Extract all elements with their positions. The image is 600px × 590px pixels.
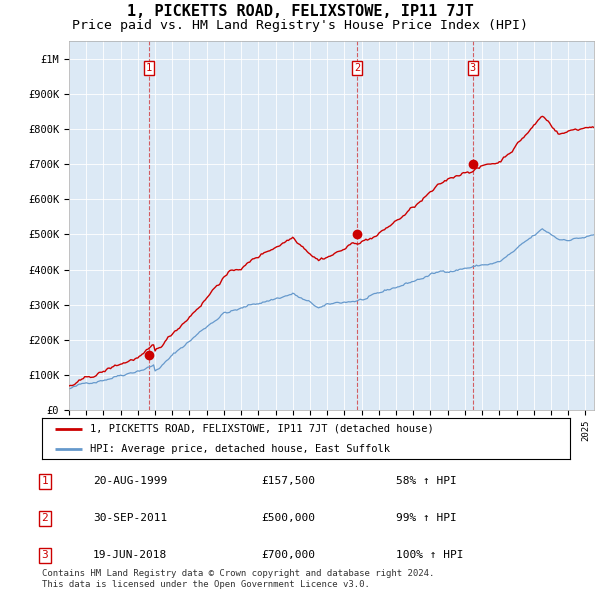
Text: 1: 1 [41, 476, 49, 486]
Text: 2: 2 [41, 513, 49, 523]
Text: £700,000: £700,000 [261, 550, 315, 560]
Text: 99% ↑ HPI: 99% ↑ HPI [396, 513, 457, 523]
Text: 1, PICKETTS ROAD, FELIXSTOWE, IP11 7JT: 1, PICKETTS ROAD, FELIXSTOWE, IP11 7JT [127, 4, 473, 19]
Text: 1: 1 [146, 63, 152, 73]
Text: 58% ↑ HPI: 58% ↑ HPI [396, 476, 457, 486]
Text: 2: 2 [354, 63, 361, 73]
Text: Contains HM Land Registry data © Crown copyright and database right 2024.
This d: Contains HM Land Registry data © Crown c… [42, 569, 434, 589]
Text: 30-SEP-2011: 30-SEP-2011 [93, 513, 167, 523]
Text: 19-JUN-2018: 19-JUN-2018 [93, 550, 167, 560]
Text: 3: 3 [41, 550, 49, 560]
Text: 1, PICKETTS ROAD, FELIXSTOWE, IP11 7JT (detached house): 1, PICKETTS ROAD, FELIXSTOWE, IP11 7JT (… [89, 424, 433, 434]
Text: Price paid vs. HM Land Registry's House Price Index (HPI): Price paid vs. HM Land Registry's House … [72, 19, 528, 32]
Text: £500,000: £500,000 [261, 513, 315, 523]
Text: 20-AUG-1999: 20-AUG-1999 [93, 476, 167, 486]
Text: 3: 3 [470, 63, 476, 73]
Text: HPI: Average price, detached house, East Suffolk: HPI: Average price, detached house, East… [89, 444, 389, 454]
Text: 100% ↑ HPI: 100% ↑ HPI [396, 550, 464, 560]
Text: £157,500: £157,500 [261, 476, 315, 486]
